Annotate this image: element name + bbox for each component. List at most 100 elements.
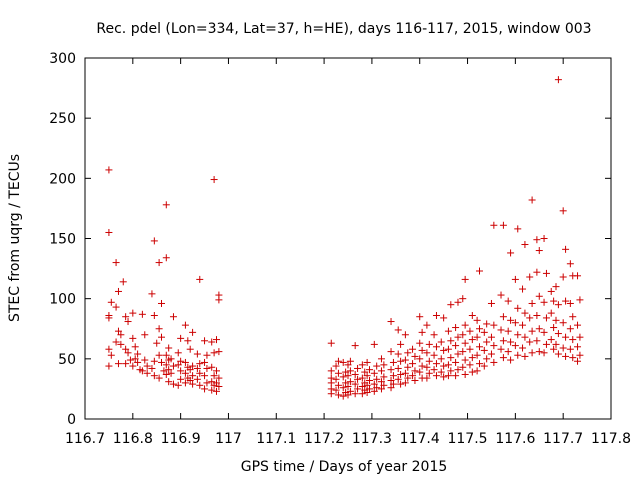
- y-axis: 0 50 100 150 200 250 300: [49, 51, 611, 428]
- data-point: [554, 76, 562, 84]
- data-point: [370, 340, 378, 348]
- data-point: [473, 351, 481, 359]
- data-point: [468, 312, 476, 320]
- data-point: [358, 361, 366, 369]
- data-point: [432, 343, 440, 351]
- data-point: [114, 327, 122, 335]
- data-point: [213, 379, 220, 387]
- data-point: [373, 362, 381, 370]
- data-point: [480, 362, 488, 370]
- data-point: [540, 349, 548, 357]
- data-point: [514, 331, 522, 339]
- data-point: [124, 349, 132, 357]
- data-point: [370, 369, 378, 377]
- data-point: [327, 379, 335, 387]
- data-point: [559, 273, 567, 281]
- data-point: [394, 326, 402, 334]
- data-point: [480, 328, 488, 336]
- data-point: [327, 367, 335, 375]
- data-point: [547, 309, 555, 317]
- data-point: [366, 385, 374, 393]
- data-point: [476, 267, 483, 275]
- data-point: [461, 370, 469, 378]
- data-point: [473, 367, 481, 375]
- data-point: [158, 358, 166, 366]
- data-point: [459, 363, 467, 371]
- data-point: [466, 327, 474, 335]
- data-point: [105, 345, 113, 353]
- data-point: [196, 381, 204, 389]
- data-point: [569, 354, 577, 362]
- data-point: [507, 338, 515, 346]
- data-point: [363, 358, 371, 366]
- data-point: [540, 298, 548, 306]
- data-point: [526, 314, 534, 322]
- data-point: [186, 345, 194, 353]
- data-point: [370, 387, 378, 395]
- data-point: [342, 368, 350, 376]
- data-point: [416, 313, 424, 321]
- data-point: [193, 375, 201, 383]
- data-point: [540, 328, 548, 336]
- data-point: [189, 380, 197, 388]
- data-point: [533, 236, 541, 244]
- data-point: [542, 340, 550, 348]
- data-point: [339, 373, 347, 381]
- data-point: [351, 342, 359, 350]
- data-point: [332, 386, 340, 394]
- y-tick-label: 200: [49, 171, 76, 187]
- data-point: [387, 376, 395, 384]
- data-point: [476, 343, 483, 351]
- x-tick-label: 117.7: [543, 431, 583, 447]
- data-point: [354, 364, 362, 372]
- data-point: [430, 331, 438, 339]
- data-point: [165, 378, 173, 386]
- data-point: [107, 298, 115, 306]
- data-point: [425, 357, 433, 365]
- data-point: [167, 369, 175, 377]
- data-point: [447, 337, 455, 345]
- data-point: [162, 254, 170, 262]
- y-tick-label: 50: [58, 352, 76, 368]
- data-point: [452, 372, 460, 380]
- data-point: [181, 358, 189, 366]
- data-point: [339, 392, 347, 400]
- data-point: [514, 304, 522, 312]
- data-point: [143, 362, 151, 370]
- data-point: [528, 299, 536, 307]
- data-point: [423, 321, 431, 329]
- data-point: [526, 273, 534, 281]
- data-point: [444, 345, 452, 353]
- data-point: [129, 309, 137, 317]
- data-point: [533, 337, 541, 345]
- data-point: [351, 370, 359, 378]
- data-point: [203, 364, 211, 372]
- data-point: [358, 390, 366, 398]
- data-point: [397, 357, 405, 365]
- data-point: [574, 343, 582, 351]
- data-point: [416, 339, 424, 347]
- data-point: [174, 361, 182, 369]
- data-point: [150, 357, 158, 365]
- data-point: [332, 362, 340, 370]
- data-point: [432, 312, 440, 320]
- data-point: [363, 372, 371, 380]
- data-point: [519, 321, 527, 329]
- data-point: [569, 313, 577, 321]
- data-point: [461, 321, 469, 329]
- data-point: [490, 342, 498, 350]
- data-point: [490, 221, 498, 229]
- data-point: [370, 380, 378, 388]
- data-point: [507, 356, 515, 364]
- data-point: [554, 301, 562, 309]
- data-point: [346, 367, 354, 375]
- data-point: [461, 339, 469, 347]
- data-point: [411, 376, 419, 384]
- data-point: [131, 343, 139, 351]
- data-point: [576, 351, 584, 359]
- data-point: [404, 349, 412, 357]
- data-point: [119, 278, 127, 286]
- data-point: [177, 357, 185, 365]
- data-point: [105, 314, 113, 322]
- data-point: [425, 340, 433, 348]
